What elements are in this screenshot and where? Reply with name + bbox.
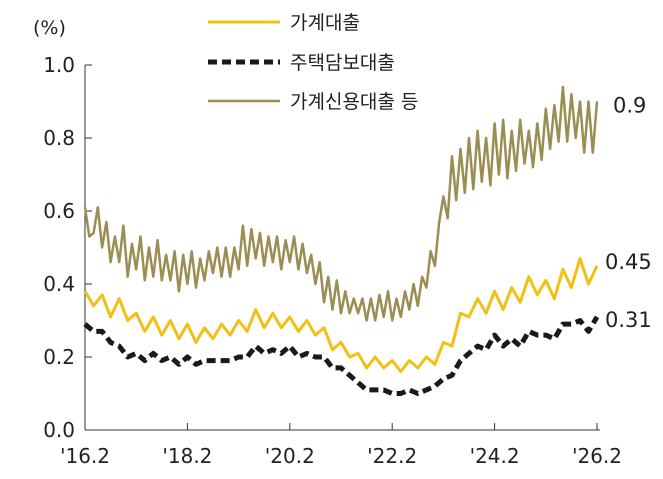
x-tick-label: '20.2 [265, 444, 315, 468]
series-line-1 [83, 315, 600, 396]
chart-lines [83, 85, 600, 396]
y-tick-label: 1.0 [43, 53, 75, 77]
x-tick-label: '18.2 [162, 444, 212, 468]
chart-axes: 0.0 0.2 0.4 0.6 0.8 1.0 '16.2 '18.2 '20.2 '22.2 '2… [33, 17, 622, 468]
y-axis-label: (%) [33, 17, 66, 39]
y-tick-label: 0.4 [43, 272, 75, 296]
x-tick-label: '24.2 [470, 444, 520, 468]
legend-label-1: 주택담보대출 [290, 52, 395, 74]
legend-label-2: 가계신용대출 등 [290, 91, 418, 113]
x-tick-label: '16.2 [60, 444, 110, 468]
y-tick-label: 0.8 [43, 126, 75, 150]
y-tick-label: 0.0 [43, 418, 75, 442]
y-tick-label: 0.2 [43, 345, 75, 369]
end-label-2: 0.9 [613, 94, 646, 118]
series-line-2 [83, 85, 599, 322]
series-line-0 [83, 257, 599, 374]
end-labels: 0.45 0.31 0.9 [605, 94, 652, 332]
end-label-0: 0.45 [605, 250, 652, 274]
x-tick-label: '22.2 [367, 444, 417, 468]
end-label-1: 0.31 [605, 308, 652, 332]
y-tick-label: 0.6 [43, 199, 75, 223]
legend-label-0: 가계대출 [290, 12, 360, 34]
x-tick-label: '26.2 [572, 444, 622, 468]
